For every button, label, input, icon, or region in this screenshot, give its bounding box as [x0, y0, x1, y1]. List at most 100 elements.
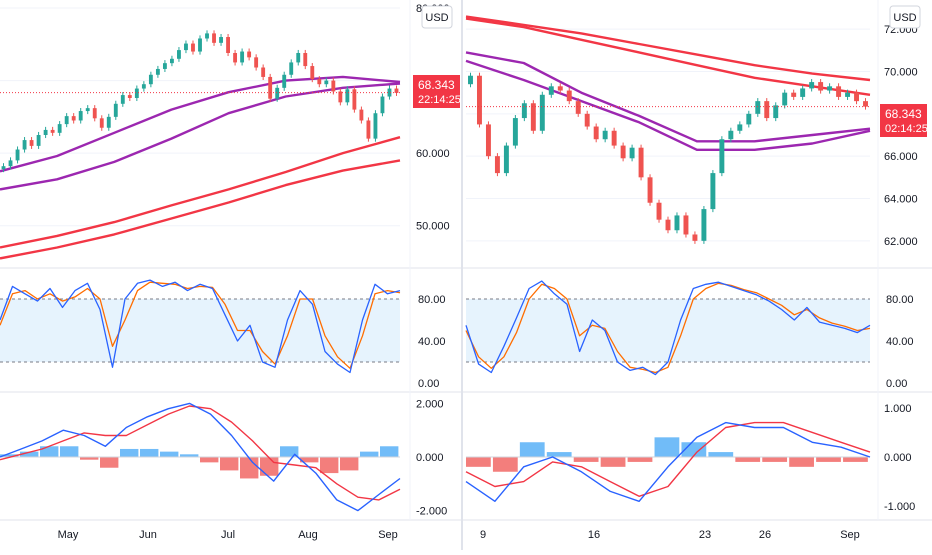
left-candle[interactable]	[359, 109, 364, 121]
left-candle[interactable]	[247, 51, 252, 58]
right-candle[interactable]	[764, 101, 770, 119]
right-candle[interactable]	[647, 177, 653, 203]
left-candle[interactable]	[373, 113, 378, 139]
left-candle[interactable]	[170, 58, 174, 64]
right-candle[interactable]	[827, 86, 833, 91]
left-candle[interactable]	[387, 88, 392, 97]
right-candle[interactable]	[593, 126, 599, 140]
right-candle[interactable]	[530, 103, 536, 131]
left-candle[interactable]	[1, 166, 6, 170]
left-candle[interactable]	[324, 80, 329, 85]
left-candle[interactable]	[380, 96, 385, 114]
left-candle[interactable]	[22, 140, 27, 150]
right-candle[interactable]	[629, 147, 635, 159]
left-candle[interactable]	[148, 74, 153, 85]
left-candle[interactable]	[275, 87, 280, 99]
left-candle[interactable]	[310, 66, 315, 80]
left-candle[interactable]	[92, 108, 97, 119]
left-candle[interactable]	[191, 43, 195, 52]
left-price-chart[interactable]	[0, 7, 401, 260]
right-candle[interactable]	[737, 124, 743, 131]
right-candle[interactable]	[710, 173, 716, 210]
right-candle[interactable]	[638, 147, 644, 178]
left-candle[interactable]	[233, 52, 238, 63]
right-candle[interactable]	[566, 90, 572, 102]
left-candle[interactable]	[261, 67, 266, 77]
right-candle[interactable]	[557, 86, 563, 91]
left-candle[interactable]	[317, 79, 322, 85]
left-candle[interactable]	[99, 118, 104, 128]
right-stochastic-panel[interactable]	[465, 280, 871, 376]
right-candle[interactable]	[665, 219, 671, 231]
right-candle[interactable]	[584, 113, 590, 127]
left-candle[interactable]	[8, 160, 13, 167]
right-candle[interactable]	[701, 209, 707, 241]
right-candle[interactable]	[503, 145, 509, 174]
left-candle[interactable]	[29, 140, 34, 146]
right-candle[interactable]	[845, 92, 851, 97]
left-candle[interactable]	[198, 38, 202, 52]
left-candle[interactable]	[50, 129, 55, 133]
left-candle[interactable]	[43, 129, 48, 135]
right-candle[interactable]	[548, 86, 554, 95]
left-candle[interactable]	[127, 95, 132, 98]
left-candle[interactable]	[85, 108, 90, 112]
right-candle[interactable]	[539, 94, 545, 131]
left-candle[interactable]	[296, 52, 301, 63]
left-candle[interactable]	[141, 84, 146, 89]
left-candle[interactable]	[331, 80, 336, 92]
left-candle[interactable]	[15, 149, 20, 161]
left-candle[interactable]	[282, 74, 287, 88]
left-candle[interactable]	[268, 76, 273, 99]
left-candle[interactable]	[134, 88, 139, 98]
right-price-chart[interactable]	[465, 15, 871, 244]
left-macd-panel[interactable]	[0, 402, 401, 512]
left-candle[interactable]	[338, 91, 343, 103]
left-candle[interactable]	[219, 37, 223, 43]
right-candle[interactable]	[863, 101, 868, 107]
left-candle[interactable]	[36, 135, 41, 146]
left-candle[interactable]	[394, 88, 399, 93]
right-candle[interactable]	[800, 88, 806, 97]
right-candle[interactable]	[809, 82, 815, 89]
left-candle[interactable]	[78, 111, 83, 121]
right-candle[interactable]	[494, 156, 500, 174]
right-currency-badge[interactable]: USD	[889, 5, 921, 29]
right-macd-panel[interactable]	[465, 421, 871, 502]
right-candle[interactable]	[836, 86, 842, 97]
left-candle[interactable]	[162, 63, 167, 69]
left-candle[interactable]	[106, 116, 111, 128]
right-candle[interactable]	[674, 215, 680, 231]
left-currency-badge[interactable]: USD	[421, 5, 453, 29]
left-candle[interactable]	[254, 57, 259, 68]
right-candle[interactable]	[512, 118, 518, 146]
right-candle[interactable]	[818, 82, 824, 91]
left-candle[interactable]	[113, 103, 118, 117]
right-candle[interactable]	[476, 75, 482, 125]
left-candle[interactable]	[71, 116, 76, 121]
left-candle[interactable]	[177, 50, 181, 59]
right-candle[interactable]	[692, 234, 698, 241]
right-time-axis[interactable]: 9 16 23 26 Sep	[480, 529, 860, 541]
right-candle[interactable]	[854, 92, 860, 102]
right-candle[interactable]	[611, 130, 617, 146]
left-candle[interactable]	[303, 52, 308, 67]
left-candle[interactable]	[212, 33, 216, 43]
right-candle[interactable]	[791, 92, 797, 97]
right-candle[interactable]	[485, 124, 491, 157]
right-candle[interactable]	[746, 113, 752, 125]
left-candle[interactable]	[64, 116, 69, 125]
right-candle[interactable]	[782, 92, 788, 106]
right-candle[interactable]	[683, 215, 689, 235]
left-candle[interactable]	[184, 43, 188, 51]
right-candle[interactable]	[773, 105, 779, 119]
left-candle[interactable]	[345, 89, 350, 103]
right-candle[interactable]	[728, 130, 734, 140]
right-candle[interactable]	[521, 103, 527, 119]
left-candle[interactable]	[226, 37, 230, 53]
left-candle[interactable]	[289, 62, 294, 75]
right-candle[interactable]	[719, 139, 725, 174]
left-candle[interactable]	[155, 68, 160, 75]
left-candle[interactable]	[57, 124, 62, 133]
